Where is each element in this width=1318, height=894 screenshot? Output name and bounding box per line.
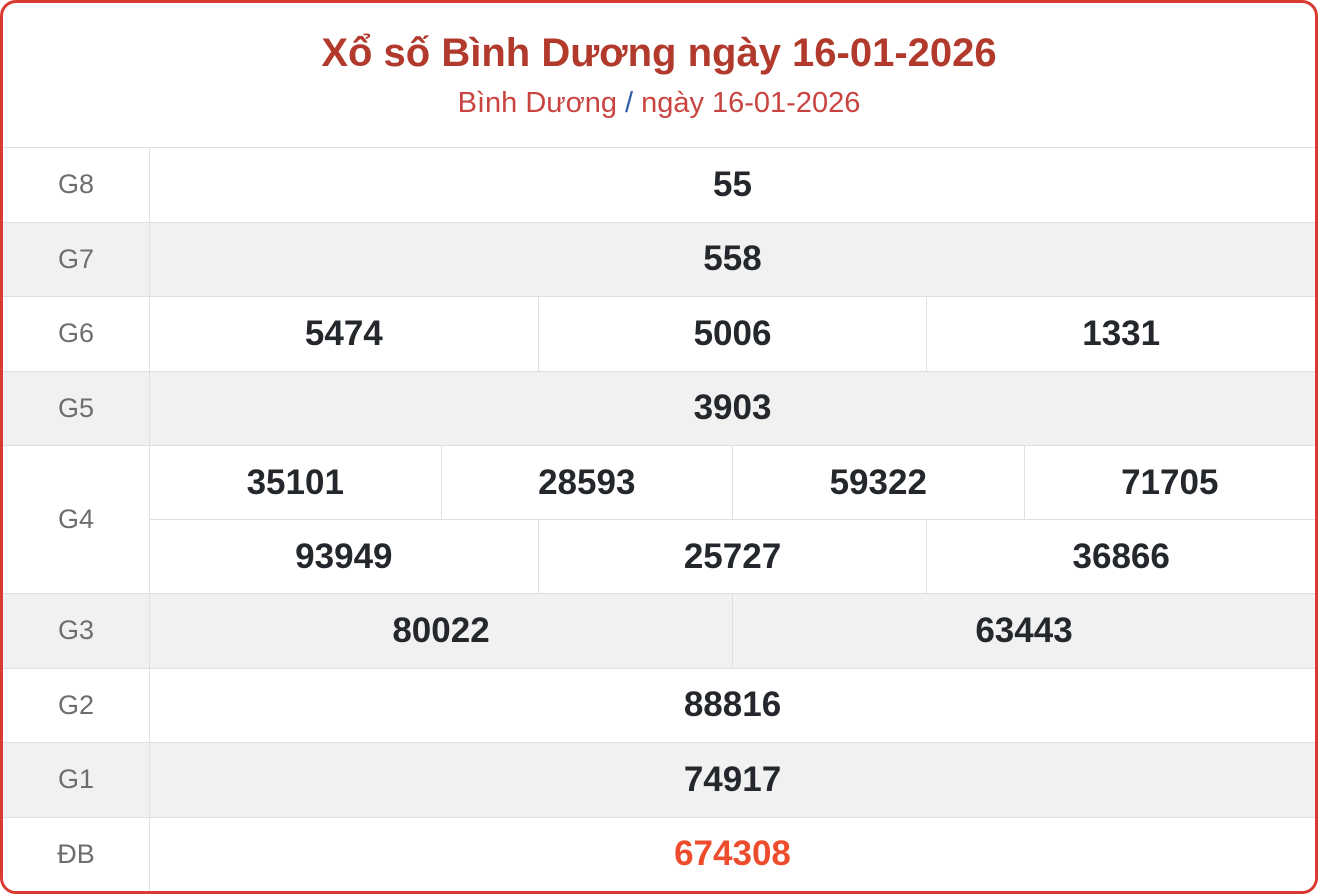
- prize-value: 558: [703, 239, 762, 279]
- results-header: Xổ số Bình Dương ngày 16-01-2026 Bình Dư…: [3, 3, 1315, 147]
- prize-value: 71705: [1023, 446, 1316, 519]
- prize-value: 74917: [683, 759, 782, 799]
- prize-value: 3903: [693, 388, 772, 428]
- row-g7: G7 558: [3, 221, 1315, 296]
- prize-value: 25727: [537, 520, 927, 593]
- prize-label-db: ĐB: [3, 817, 150, 891]
- special-prize-value: 674308: [674, 834, 791, 874]
- prize-value: 80022: [392, 610, 490, 650]
- prize-value: 55: [713, 164, 752, 204]
- breadcrumb-separator: /: [625, 86, 634, 119]
- row-db: ĐB 674308: [3, 816, 1315, 891]
- prize-value: 93949: [295, 536, 393, 576]
- row-g8: G8 55: [3, 147, 1315, 222]
- breadcrumb: Bình Dương / ngày 16-01-2026: [458, 87, 861, 120]
- prize-value: 36866: [926, 520, 1315, 593]
- row-g6: G6 5474 5006 1331: [3, 296, 1315, 371]
- prize-label-g5: G5: [3, 371, 150, 445]
- prize-label-g4: G4: [3, 446, 150, 593]
- row-g4-line-1: 35101 28593 59322 71705: [150, 446, 1315, 519]
- prize-label-g2: G2: [3, 668, 150, 742]
- prize-label-g1: G1: [3, 743, 150, 817]
- prize-value: 35101: [246, 462, 344, 502]
- breadcrumb-date-link[interactable]: ngày 16-01-2026: [641, 86, 861, 119]
- results-table: G8 55 G7 558 G6 5474 5006 1331 G5 3903: [3, 147, 1315, 891]
- prize-label-g8: G8: [3, 148, 150, 222]
- prize-value: 5006: [537, 297, 927, 371]
- prize-value: 88816: [683, 685, 782, 725]
- prize-value: 5474: [304, 313, 383, 353]
- prize-label-g3: G3: [3, 594, 150, 668]
- page-title: Xổ số Bình Dương ngày 16-01-2026: [321, 30, 997, 75]
- prize-value: 63443: [732, 594, 1315, 668]
- prize-value: 1331: [926, 297, 1315, 371]
- row-g2: G2 88816: [3, 667, 1315, 742]
- row-g4-line-2: 93949 25727 36866: [150, 519, 1315, 593]
- row-g4: G4 35101 28593 59322 71705 93949 25727 3…: [3, 445, 1315, 593]
- prize-value: 59322: [732, 446, 1024, 519]
- row-g5: G5 3903: [3, 370, 1315, 445]
- prize-label-g6: G6: [3, 297, 150, 371]
- prize-value: 28593: [440, 446, 733, 519]
- breadcrumb-region-link[interactable]: Bình Dương: [457, 86, 617, 119]
- row-g1: G1 74917: [3, 742, 1315, 817]
- prize-label-g7: G7: [3, 222, 150, 296]
- row-g3: G3 80022 63443: [3, 593, 1315, 668]
